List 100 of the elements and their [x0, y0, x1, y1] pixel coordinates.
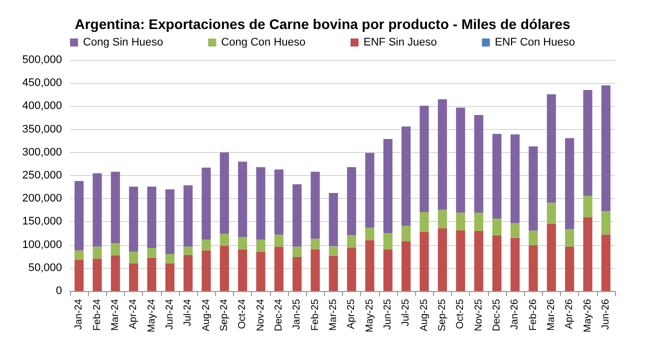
bar — [546, 94, 556, 203]
x-tick-label: Nov-25 — [473, 298, 484, 332]
bar — [528, 146, 538, 230]
bar — [492, 218, 502, 236]
bar — [256, 252, 266, 291]
y-tick-label: 450,000 — [22, 77, 62, 90]
bar — [220, 152, 229, 234]
bar — [474, 212, 484, 231]
bar — [402, 241, 411, 291]
bar — [601, 85, 610, 212]
bar — [238, 249, 248, 291]
bar — [456, 212, 466, 230]
bar — [328, 193, 338, 246]
bar — [510, 238, 520, 291]
bar — [202, 240, 211, 250]
bar — [565, 138, 574, 230]
bar — [310, 238, 320, 250]
bar — [528, 230, 538, 246]
y-tick-label: 0 — [56, 285, 62, 297]
y-tick-label: 500,000 — [22, 54, 62, 66]
bar — [456, 108, 466, 212]
bar — [328, 246, 338, 256]
y-tick-label: 200,000 — [22, 192, 62, 205]
bar — [184, 246, 193, 255]
bar — [456, 230, 466, 291]
bar — [202, 168, 211, 240]
x-tick-label: Apr-24 — [128, 298, 140, 330]
bar — [492, 236, 502, 291]
x-tick-label: Jul-24 — [182, 298, 194, 326]
bar — [347, 167, 356, 236]
y-tick-label: 400,000 — [22, 100, 62, 112]
bar — [238, 162, 248, 237]
bar — [601, 211, 610, 235]
bar — [528, 245, 538, 291]
bar — [220, 234, 229, 246]
bar — [546, 224, 556, 291]
bar — [510, 223, 520, 238]
x-tick-label: Sep-24 — [218, 298, 230, 332]
bar — [347, 235, 356, 248]
x-tick-label: Mar-24 — [110, 298, 121, 331]
bar — [74, 250, 84, 260]
bar — [601, 234, 610, 291]
y-tick-label: 100,000 — [22, 238, 62, 251]
bar — [365, 240, 374, 291]
bar — [74, 181, 84, 250]
bar — [165, 189, 174, 254]
bar — [74, 260, 84, 291]
bar — [238, 236, 248, 250]
x-tick-label: May-26 — [582, 298, 594, 332]
x-tick-label: Jan-26 — [510, 298, 521, 330]
y-tick-label: 150,000 — [22, 216, 62, 228]
bar — [583, 90, 592, 196]
bar — [92, 246, 102, 259]
bar — [184, 185, 193, 247]
bar — [110, 255, 120, 291]
bar — [292, 184, 302, 247]
bar — [474, 114, 484, 212]
y-tick-label: 50,000 — [28, 262, 62, 274]
bar — [147, 186, 156, 248]
bar — [402, 226, 411, 242]
x-tick-label: Nov-24 — [255, 298, 266, 332]
x-tick-label: Apr-26 — [564, 298, 576, 330]
bar — [147, 248, 156, 258]
bar — [184, 254, 193, 291]
bar — [402, 126, 411, 226]
x-tick-label: Jun-24 — [164, 298, 176, 330]
x-tick-label: Feb-24 — [92, 298, 103, 331]
bar — [328, 256, 338, 291]
bar — [220, 246, 229, 291]
bar — [202, 250, 211, 291]
bar — [165, 263, 174, 291]
bar — [438, 99, 447, 210]
bar — [474, 230, 484, 291]
bar — [420, 212, 429, 232]
x-tick-label: Aug-24 — [200, 298, 212, 332]
bar — [129, 263, 138, 291]
bar — [110, 242, 120, 256]
x-tick-label: Mar-25 — [328, 298, 339, 331]
bar — [583, 196, 592, 218]
x-tick-label: Feb-26 — [528, 298, 539, 331]
bar — [310, 172, 320, 239]
bar — [420, 232, 429, 291]
bar — [129, 252, 138, 264]
bar — [274, 169, 284, 235]
bar — [129, 186, 138, 252]
y-tick-label: 250,000 — [22, 170, 62, 182]
bar — [365, 228, 374, 240]
bar — [110, 172, 120, 243]
bar — [420, 106, 429, 212]
bar — [92, 173, 102, 247]
bar — [565, 246, 574, 291]
chart-title: Argentina: Exportaciones de Carne bovina por producto - Miles de dólares — [74, 16, 570, 32]
bar — [565, 229, 574, 247]
x-tick-label: Feb-25 — [310, 298, 321, 331]
bar — [365, 152, 374, 228]
x-tick-label: Sep-25 — [436, 298, 448, 332]
x-tick-label: Aug-25 — [418, 298, 430, 332]
bar — [165, 254, 174, 264]
legend-label: ENF Sin Jueso — [364, 36, 437, 48]
legend-label: Cong Con Hueso — [221, 36, 306, 48]
